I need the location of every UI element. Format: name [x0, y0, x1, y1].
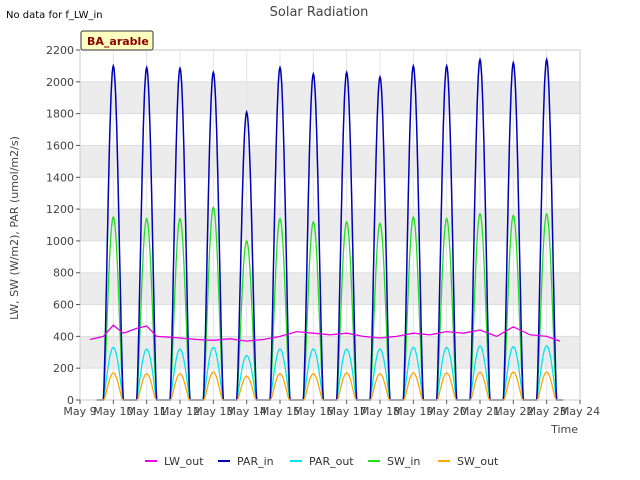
grid-band — [80, 209, 580, 241]
y-tick-label: 200 — [53, 362, 74, 375]
series-lw-out — [89, 324, 561, 342]
y-tick-label: 1800 — [46, 108, 74, 121]
y-tick-label: 600 — [53, 299, 74, 312]
x-tick-label: May 21 — [460, 405, 500, 418]
x-tick-label: May 24 — [560, 405, 600, 418]
x-tick-label: May 20 — [427, 405, 467, 418]
x-tick-label: May 10 — [93, 405, 133, 418]
y-tick-label: 1600 — [46, 139, 74, 152]
y-tick-label: 2200 — [46, 44, 74, 57]
plot-frame — [79, 49, 581, 401]
y-tick-label: 2000 — [46, 76, 74, 89]
x-tick-label: May 13 — [193, 405, 233, 418]
legend-label-par-out: PAR_out — [309, 455, 354, 468]
x-axis-label: Time — [550, 423, 578, 436]
site-badge: BA_arable — [80, 30, 154, 51]
x-tick-label: May 14 — [227, 405, 267, 418]
grid-band — [80, 145, 580, 178]
x-tick-label: May 15 — [260, 405, 300, 418]
grid-band — [80, 336, 580, 369]
x-tick-label: May 12 — [160, 405, 200, 418]
grid-band — [80, 81, 580, 114]
x-tick-label: May 11 — [127, 405, 167, 418]
y-tick-label: 0 — [67, 394, 74, 407]
legend-label-par-in: PAR_in — [237, 455, 274, 468]
x-tick-label: May 22 — [493, 405, 533, 418]
site-badge-label: BA_arable — [87, 35, 149, 48]
y-tick-label: 1000 — [46, 235, 74, 248]
x-tick-label: May 16 — [293, 405, 333, 418]
chart-title: Solar Radiation — [270, 5, 369, 20]
y-tick-label: 400 — [53, 330, 74, 343]
y-tick-label: 800 — [53, 267, 74, 280]
axes: 0 200 400 600 800 1000 1200 1400 1600 1800 2000 220… — [46, 44, 600, 418]
y-tick-label: 1400 — [46, 171, 74, 184]
plot-background — [80, 50, 580, 400]
no-data-note: No data for f_LW_in — [6, 10, 103, 21]
legend: LW_out PAR_in PAR_out SW_in SW_out — [145, 455, 499, 468]
legend-label-sw-in: SW_in — [387, 455, 420, 468]
y-tick-label: 1200 — [46, 203, 74, 216]
x-tick-label: May 9 — [63, 405, 96, 418]
x-tick-label: May 17 — [327, 405, 367, 418]
legend-label-lw-out: LW_out — [164, 455, 204, 468]
x-tick-label: May 18 — [360, 405, 400, 418]
x-tick-label: May 23 — [527, 405, 567, 418]
grid-band — [80, 272, 580, 305]
x-tick-label: May 19 — [393, 405, 433, 418]
y-axis-label: LW, SW (W/m2), PAR (umol/m2/s) — [8, 136, 21, 320]
legend-label-sw-out: SW_out — [457, 455, 499, 468]
